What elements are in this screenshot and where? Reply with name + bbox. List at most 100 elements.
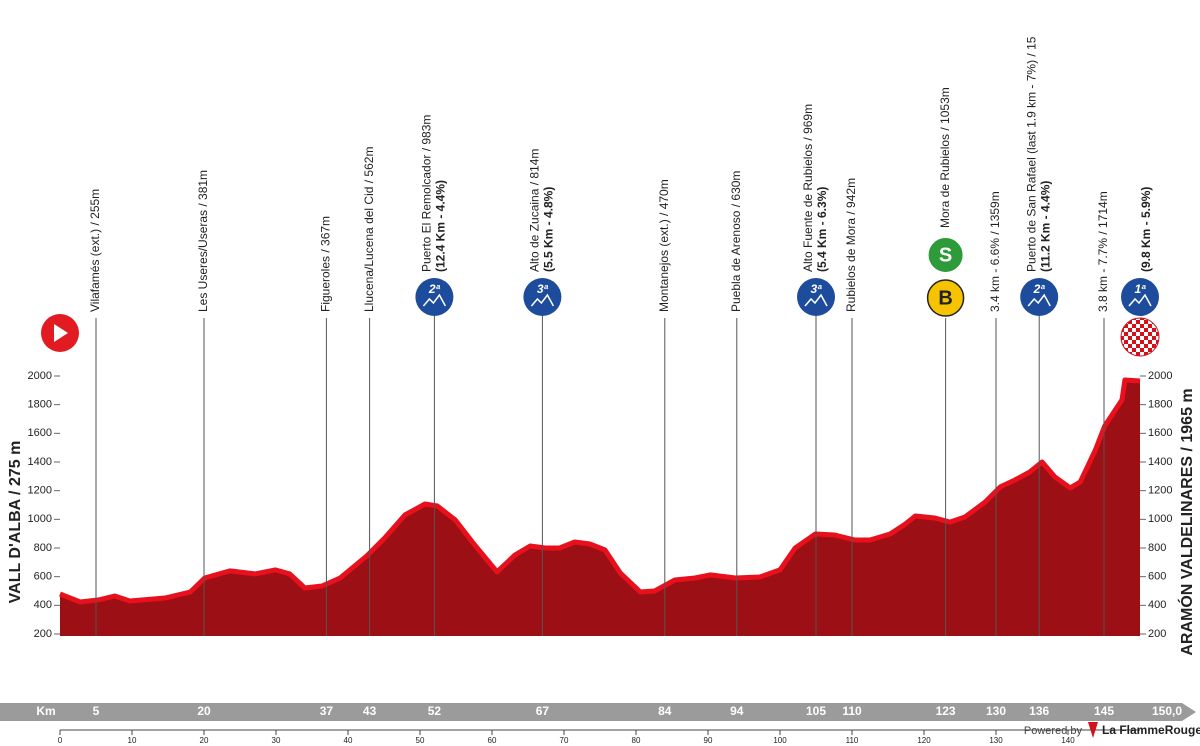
x-tick-label: 140 xyxy=(1061,736,1075,745)
y-tick-label: 1600 xyxy=(28,427,52,439)
climb-icon-mountain xyxy=(422,293,447,307)
waypoint-label: Rubielos de Mora / 942m xyxy=(844,178,858,312)
x-tick-label: 40 xyxy=(344,736,353,745)
x-tick-label: 130 xyxy=(989,736,1003,745)
brand: La FlammeRouge xyxy=(1102,723,1200,737)
y-tick-label: 1000 xyxy=(28,513,52,525)
climb-icon xyxy=(1020,278,1059,316)
x-tick-label: 20 xyxy=(200,736,209,745)
y-tick-label: 400 xyxy=(34,599,52,611)
climb-icon-mountain xyxy=(1128,293,1152,307)
km-marker: 94 xyxy=(730,704,744,718)
y2-tick-label: 400 xyxy=(1148,599,1166,611)
km-marker: 52 xyxy=(428,704,442,718)
y2-tick-label: 800 xyxy=(1148,542,1166,554)
km-marker: 37 xyxy=(320,704,334,718)
y2-tick-label: 600 xyxy=(1148,571,1166,583)
km-marker: 150,0 xyxy=(1152,704,1182,718)
x-tick-label: 50 xyxy=(416,736,425,745)
y-tick-label: 200 xyxy=(34,628,52,640)
y-tick-label: 1400 xyxy=(28,456,52,468)
y2-tick-label: 1000 xyxy=(1148,513,1172,525)
waypoint-label: Figueroles / 367m xyxy=(319,216,333,312)
km-marker: 43 xyxy=(363,704,377,718)
y2-tick-label: 1800 xyxy=(1148,399,1172,411)
km-axis-label: Km xyxy=(36,704,55,718)
sprint-letter: S xyxy=(939,244,952,266)
start-label: VALL D'ALBA / 275 m xyxy=(7,441,24,604)
finish-label: ARAMÓN VALDELINARES / 1965 m xyxy=(1177,388,1196,655)
x-tick-label: 120 xyxy=(917,736,931,745)
km-marker: 110 xyxy=(842,704,862,718)
x-tick-label: 110 xyxy=(846,736,859,745)
sprint-icon xyxy=(926,236,965,274)
climb-detail: (5.4 Km - 6.3%) xyxy=(815,187,829,272)
climb-category: 2ª xyxy=(428,282,441,296)
km-marker: 5 xyxy=(93,704,100,718)
waypoint-label: Alto Fuente de Rubielos / 969m xyxy=(801,104,815,272)
km-marker: 130 xyxy=(986,704,1006,718)
y2-tick-label: 200 xyxy=(1148,628,1166,640)
climb-category: 3ª xyxy=(810,282,822,296)
waypoint-label: Vilafamés (ext.) / 255m xyxy=(88,189,102,312)
km-marker: 123 xyxy=(936,704,956,718)
km-marker: 105 xyxy=(806,704,826,718)
climb-icon xyxy=(797,278,835,316)
x-tick-label: 100 xyxy=(773,736,787,745)
climb-detail: (5.5 Km - 4.8%) xyxy=(542,187,556,272)
start-icon-arrow xyxy=(54,324,68,342)
waypoint-label: Llucena/Lucena del Cid / 562m xyxy=(362,147,376,312)
waypoint-label: Puerto El Remolcador / 983m xyxy=(420,115,434,272)
waypoint-label: Mora de Rubielos / 1053m xyxy=(938,87,952,228)
km-marker: 136 xyxy=(1029,704,1049,718)
climb-icon-mountain xyxy=(804,293,828,307)
climb-icon xyxy=(523,278,562,316)
y2-tick-label: 1200 xyxy=(1148,485,1172,497)
waypoint-label: Alto de Zucaina / 814m xyxy=(528,149,542,272)
profile-edge xyxy=(59,377,1141,605)
x-tick-label: 60 xyxy=(488,736,497,745)
waypoint-label: Puerto de San Rafael (last 1.9 km - 7%) … xyxy=(1024,36,1038,272)
x-tick-label: 30 xyxy=(272,736,281,745)
bonus-icon xyxy=(926,279,965,317)
finish-icon xyxy=(1120,317,1160,357)
y-tick-label: 2000 xyxy=(28,370,52,382)
climb-icon xyxy=(415,278,454,316)
climb-icon xyxy=(1121,278,1159,316)
km-strip xyxy=(0,703,1196,721)
climb-icon-mountain xyxy=(530,293,555,307)
climb-category: 2ª xyxy=(1033,282,1046,296)
climb-category: 1ª xyxy=(1134,282,1146,296)
powered-by: Powered by xyxy=(1024,725,1083,737)
y-tick-label: 1800 xyxy=(28,399,52,411)
profile-area xyxy=(60,380,1140,636)
x-tick-label: 0 xyxy=(58,736,63,745)
km-marker: 20 xyxy=(197,704,211,718)
y-tick-label: 800 xyxy=(34,542,52,554)
y-tick-label: 1200 xyxy=(28,485,52,497)
y2-tick-label: 2000 xyxy=(1148,370,1172,382)
waypoint-label: Les Useres/Useras / 381m xyxy=(196,170,210,312)
climb-detail: (9.8 Km - 5.9%) xyxy=(1139,187,1153,272)
y-tick-label: 600 xyxy=(34,571,52,583)
climb-detail: (12.4 Km - 4.4%) xyxy=(434,180,448,272)
km-marker: 145 xyxy=(1094,704,1114,718)
climb-detail: (11.2 Km - 4.4%) xyxy=(1038,181,1052,272)
x-tick-label: 90 xyxy=(704,736,713,745)
climb-icon-mountain xyxy=(1027,293,1051,307)
x-tick-label: 80 xyxy=(632,736,641,745)
x-tick-label: 10 xyxy=(128,736,137,745)
waypoint-label: 3.4 km - 6.6% / 1359m xyxy=(988,191,1002,312)
y2-tick-label: 1400 xyxy=(1148,456,1172,468)
x-tick-label: 70 xyxy=(560,736,569,745)
y2-tick-label: 1600 xyxy=(1148,427,1172,439)
waypoint-label: Montanejos (ext.) / 470m xyxy=(657,179,671,312)
km-marker: 67 xyxy=(536,704,550,718)
waypoint-label: 3.8 km - 7.7% / 1714m xyxy=(1096,191,1110,312)
bonus-letter: B xyxy=(938,287,952,309)
climb-category: 3ª xyxy=(537,282,549,296)
waypoint-label: Puebla de Arenoso / 630m xyxy=(729,171,743,312)
km-marker: 84 xyxy=(658,704,672,718)
brand-logo xyxy=(1088,722,1098,738)
